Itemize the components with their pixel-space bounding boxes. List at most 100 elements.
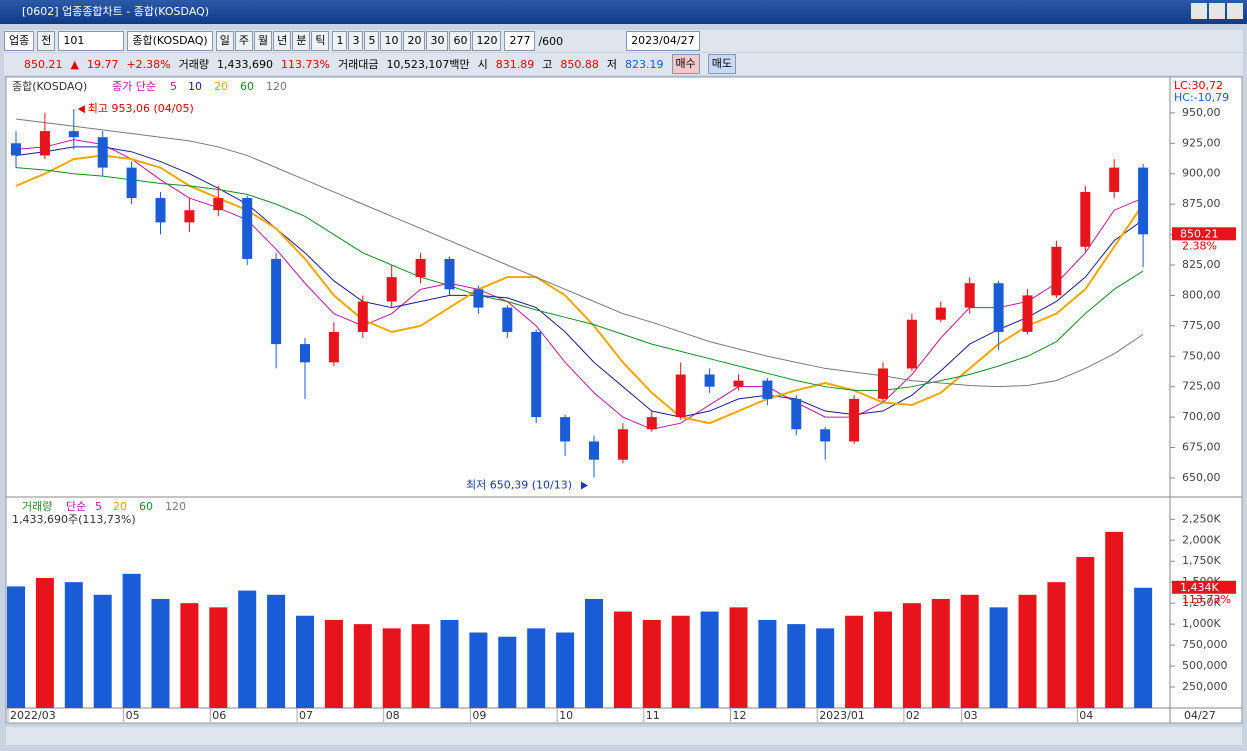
- volume-bar: [700, 611, 719, 708]
- candle-body: [242, 198, 253, 259]
- candle-body: [964, 283, 975, 308]
- interval-button[interactable]: 60: [449, 31, 472, 51]
- title-bar: [0602] 업종종합차트 - 종합(KOSDAQ): [0, 0, 1247, 24]
- label: 거래대금: [337, 58, 379, 71]
- candle-body: [39, 131, 50, 156]
- count-input[interactable]: 277: [504, 31, 536, 51]
- period-button[interactable]: 주: [234, 31, 253, 51]
- candle-body: [97, 137, 108, 168]
- interval-button[interactable]: 20: [403, 31, 426, 51]
- candle-body: [126, 167, 137, 199]
- sell-button[interactable]: 매도: [707, 54, 737, 74]
- volume-bar: [180, 603, 199, 708]
- volume-bar: [874, 611, 892, 708]
- candle-body: [11, 143, 21, 156]
- volume-bar: [527, 628, 546, 708]
- x-tick-label: 02: [906, 709, 920, 722]
- period-button[interactable]: 틱: [311, 31, 330, 51]
- window-button[interactable]: [1227, 3, 1243, 19]
- date-input[interactable]: 2023/04/27: [626, 31, 700, 51]
- volume-bar: [960, 594, 979, 708]
- window-title: [0602] 업종종합차트 - 종합(KOSDAQ): [22, 5, 210, 18]
- interval-button[interactable]: 1: [332, 31, 348, 51]
- legend-prefix: 단순: [66, 500, 86, 513]
- legend-entry: 10: [188, 80, 202, 93]
- y-tick-label: 675,00: [1182, 441, 1221, 454]
- last-volume-box: [1172, 580, 1236, 594]
- volume-bar: [64, 582, 83, 708]
- volume-bar: [758, 619, 777, 708]
- volume-bar: [151, 598, 170, 708]
- x-tick-label: 06: [212, 709, 226, 722]
- max-annotation: 최고 953,06 (04/05): [88, 102, 194, 115]
- legend-entry: 60: [139, 500, 153, 513]
- candle-body: [473, 289, 484, 308]
- x-tick-label: 03: [964, 709, 978, 722]
- volume-bar: [642, 619, 661, 708]
- volume-bar: [585, 598, 603, 708]
- arrow: [581, 481, 588, 490]
- candle-body: [68, 131, 79, 138]
- interval-button[interactable]: 5: [364, 31, 380, 51]
- last-price-box: [1172, 227, 1236, 241]
- candle-body: [646, 417, 657, 430]
- period-button[interactable]: 월: [253, 31, 273, 51]
- window-button[interactable]: [1209, 3, 1225, 19]
- candle-body: [271, 258, 282, 345]
- change: 19.77: [86, 57, 119, 71]
- x-tick-label: 09: [472, 709, 486, 722]
- volume-bar: [267, 594, 286, 708]
- legend-entry: 5: [95, 500, 102, 513]
- y-tick-label: 1,000K: [1182, 617, 1221, 630]
- volume-bar: [1076, 557, 1095, 708]
- last-volume: 1,434K: [1180, 581, 1219, 594]
- open: 831.89: [495, 57, 535, 71]
- interval-button[interactable]: 10: [380, 31, 403, 51]
- buy-button[interactable]: 매수: [671, 54, 700, 74]
- window-button[interactable]: [1191, 3, 1207, 19]
- period-button[interactable]: 년: [273, 31, 292, 51]
- volume-bar: [613, 611, 632, 708]
- label: 거래량: [178, 58, 210, 71]
- x-tick-label: 2023/01: [819, 709, 865, 722]
- all-button[interactable]: 전: [37, 31, 56, 51]
- volume-bar: [671, 615, 690, 708]
- interval-button[interactable]: 3: [348, 31, 364, 51]
- y-tick-label: 875,00: [1182, 197, 1221, 210]
- scrollbar[interactable]: [6, 727, 1242, 745]
- volume-bar: [498, 636, 517, 708]
- candle-body: [213, 198, 224, 211]
- candle-body: [1109, 167, 1120, 192]
- volume-bar: [324, 619, 343, 708]
- rate: +2.38%: [126, 57, 171, 71]
- volume-bar: [787, 624, 806, 708]
- candle-body: [1080, 191, 1091, 247]
- legend-prefix: 종가 단순: [112, 80, 156, 93]
- market-select[interactable]: 업종: [4, 31, 35, 51]
- label: 저: [606, 58, 618, 71]
- period-button[interactable]: 분: [292, 31, 311, 51]
- candle-body: [560, 417, 571, 442]
- y-tick-label: 250,000: [1182, 680, 1228, 693]
- volume-rate: 113.73%: [281, 57, 330, 71]
- candle-body: [849, 398, 860, 442]
- hc-label: HC:-10,79: [1174, 91, 1229, 104]
- legend-entry: 120: [165, 500, 186, 513]
- candle-body: [704, 374, 715, 387]
- interval-button[interactable]: 30: [426, 31, 449, 51]
- y-tick-label: 800,00: [1182, 288, 1221, 301]
- arrow: [77, 105, 85, 114]
- y-tick-label: 825,00: [1182, 258, 1221, 271]
- volume-bar: [931, 598, 950, 708]
- volume: 1,433,690: [217, 57, 273, 71]
- label: 시: [477, 58, 488, 71]
- candle-body: [357, 301, 368, 332]
- interval-button[interactable]: 120: [472, 31, 502, 51]
- period-button[interactable]: 일: [215, 31, 234, 51]
- code-input[interactable]: 101: [58, 31, 125, 51]
- legend-entry: 20: [113, 500, 127, 513]
- y-tick-label: 950,00: [1182, 106, 1221, 119]
- x-end-label: 04/27: [1184, 709, 1216, 722]
- volume-bar: [440, 619, 459, 708]
